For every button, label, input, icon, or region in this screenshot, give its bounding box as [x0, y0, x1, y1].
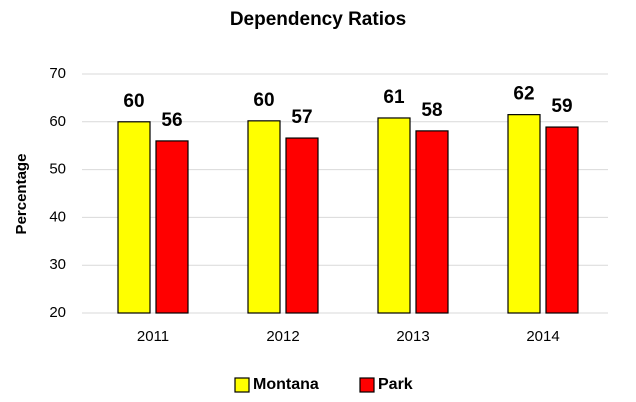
data-label: 61 — [383, 87, 405, 108]
bar — [545, 126, 579, 314]
legend-swatch — [234, 377, 250, 393]
data-label: 62 — [513, 84, 534, 105]
legend-label: Montana — [253, 376, 319, 393]
data-label: 60 — [123, 91, 144, 112]
y-tick-label: 50 — [49, 161, 66, 178]
y-tick-label: 60 — [49, 113, 66, 130]
bar — [415, 130, 449, 314]
bar — [155, 140, 189, 314]
legend-label: Park — [378, 376, 413, 393]
bar — [507, 114, 541, 314]
data-label: 57 — [291, 107, 312, 128]
bar — [285, 137, 319, 314]
data-label: 58 — [421, 100, 442, 121]
x-tick-label: 2011 — [137, 328, 169, 345]
x-tick-label: 2014 — [526, 328, 559, 345]
y-tick-label: 40 — [49, 208, 66, 225]
y-tick-label: 70 — [49, 65, 66, 82]
chart-title: Dependency Ratios — [230, 9, 406, 30]
data-label: 56 — [161, 110, 182, 131]
y-tick-label: 30 — [49, 256, 66, 273]
bar — [247, 120, 281, 314]
y-axis-label: Percentage — [13, 154, 30, 235]
bar — [377, 117, 411, 314]
x-tick-label: 2012 — [266, 328, 299, 345]
y-tick-label: 20 — [49, 304, 66, 321]
bar — [117, 121, 151, 314]
data-label: 59 — [551, 96, 572, 117]
data-label: 60 — [253, 90, 274, 111]
legend-swatch — [359, 377, 375, 393]
x-tick-label: 2013 — [396, 328, 429, 345]
